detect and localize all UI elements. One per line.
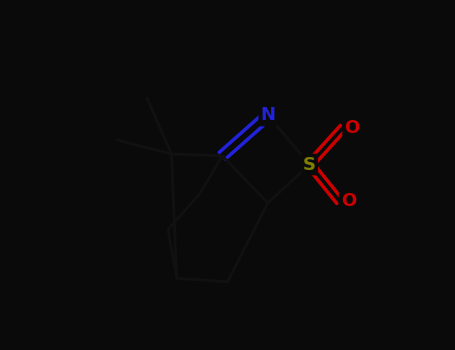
Text: O: O bbox=[341, 192, 356, 210]
Text: S: S bbox=[303, 155, 316, 174]
Text: N: N bbox=[260, 106, 275, 125]
Text: O: O bbox=[344, 119, 359, 137]
